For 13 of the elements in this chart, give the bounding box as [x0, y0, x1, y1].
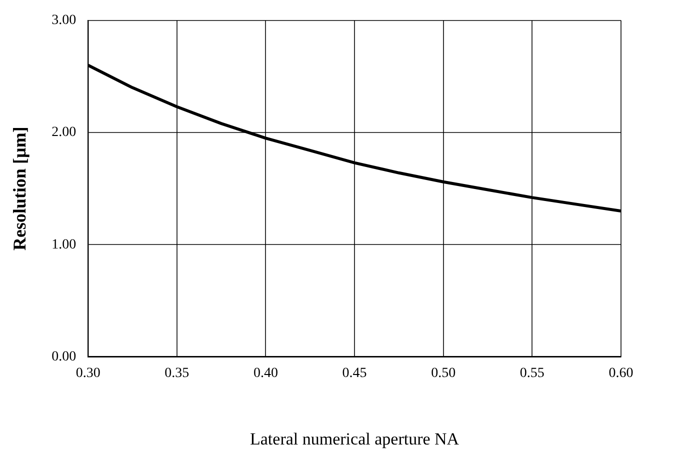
- x-tick-label: 0.60: [608, 366, 634, 381]
- y-tick-label: 1.00: [52, 237, 76, 252]
- x-tick-label: 0.55: [520, 366, 544, 381]
- y-tick-label: 2.00: [52, 125, 76, 140]
- x-tick-label: 0.40: [253, 366, 278, 381]
- y-tick-label: 3.00: [52, 13, 76, 28]
- x-tick-label: 0.45: [342, 366, 367, 381]
- y-tick-label: 0.00: [52, 349, 76, 364]
- y-axis-title: Resolution [µm]: [9, 126, 30, 251]
- x-tick-label: 0.35: [164, 366, 190, 381]
- x-tick-label: 0.50: [431, 366, 456, 381]
- x-axis-title: Lateral numerical aperture NA: [250, 429, 460, 448]
- x-tick-label: 0.30: [76, 366, 100, 381]
